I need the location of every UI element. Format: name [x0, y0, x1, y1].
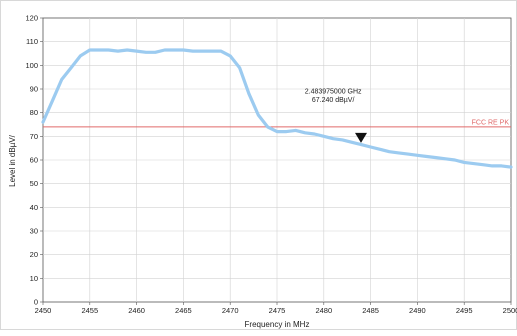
marker-frequency-label: 2.483975000 GHz — [305, 89, 362, 96]
x-tick-label: 2470 — [222, 306, 239, 315]
y-tick-label: 40 — [30, 203, 38, 212]
y-tick-labels: 0 10 20 30 40 50 60 70 80 90 100 110 120 — [25, 14, 43, 307]
x-tick-label: 2475 — [269, 306, 286, 315]
x-tick-label: 2455 — [81, 306, 98, 315]
y-tick-label: 90 — [30, 85, 38, 94]
y-tick-label: 30 — [30, 227, 38, 236]
y-tick-label: 120 — [25, 14, 38, 23]
series-line — [41, 48, 513, 169]
x-tick-labels: 2450 2455 2460 2465 2470 2475 2480 2485 2490 2495… — [35, 302, 517, 315]
y-tick-label: 20 — [30, 250, 38, 259]
y-tick-label: 100 — [25, 61, 38, 70]
y-tick-label: 50 — [30, 179, 38, 188]
x-tick-label: 2500 — [503, 306, 517, 315]
y-tick-label: 80 — [30, 108, 38, 117]
limit-line-group: FCC RE PK — [43, 119, 511, 128]
x-tick-label: 2465 — [175, 306, 192, 315]
x-tick-label: 2490 — [409, 306, 426, 315]
y-tick-label: 110 — [26, 37, 38, 46]
series-group — [41, 48, 513, 169]
x-tick-label: 2460 — [128, 306, 145, 315]
marker-triangle — [355, 132, 368, 143]
x-axis-label: Frequency in MHz — [245, 320, 310, 329]
y-axis-label: Level in dBµV/ — [8, 134, 17, 187]
y-tick-label: 60 — [30, 156, 38, 165]
y-tick-label: 0 — [34, 298, 38, 307]
grid-lines — [43, 18, 511, 302]
marker-level-label: 67.240 dBµV/ — [312, 97, 355, 104]
x-tick-label: 2495 — [456, 306, 473, 315]
x-tick-label: 2485 — [362, 306, 379, 315]
limit-line-label: FCC RE PK — [472, 119, 510, 126]
y-tick-label: 10 — [30, 274, 38, 283]
x-tick-label: 2450 — [35, 306, 52, 315]
y-tick-label: 70 — [30, 132, 38, 141]
x-tick-label: 2480 — [315, 306, 332, 315]
